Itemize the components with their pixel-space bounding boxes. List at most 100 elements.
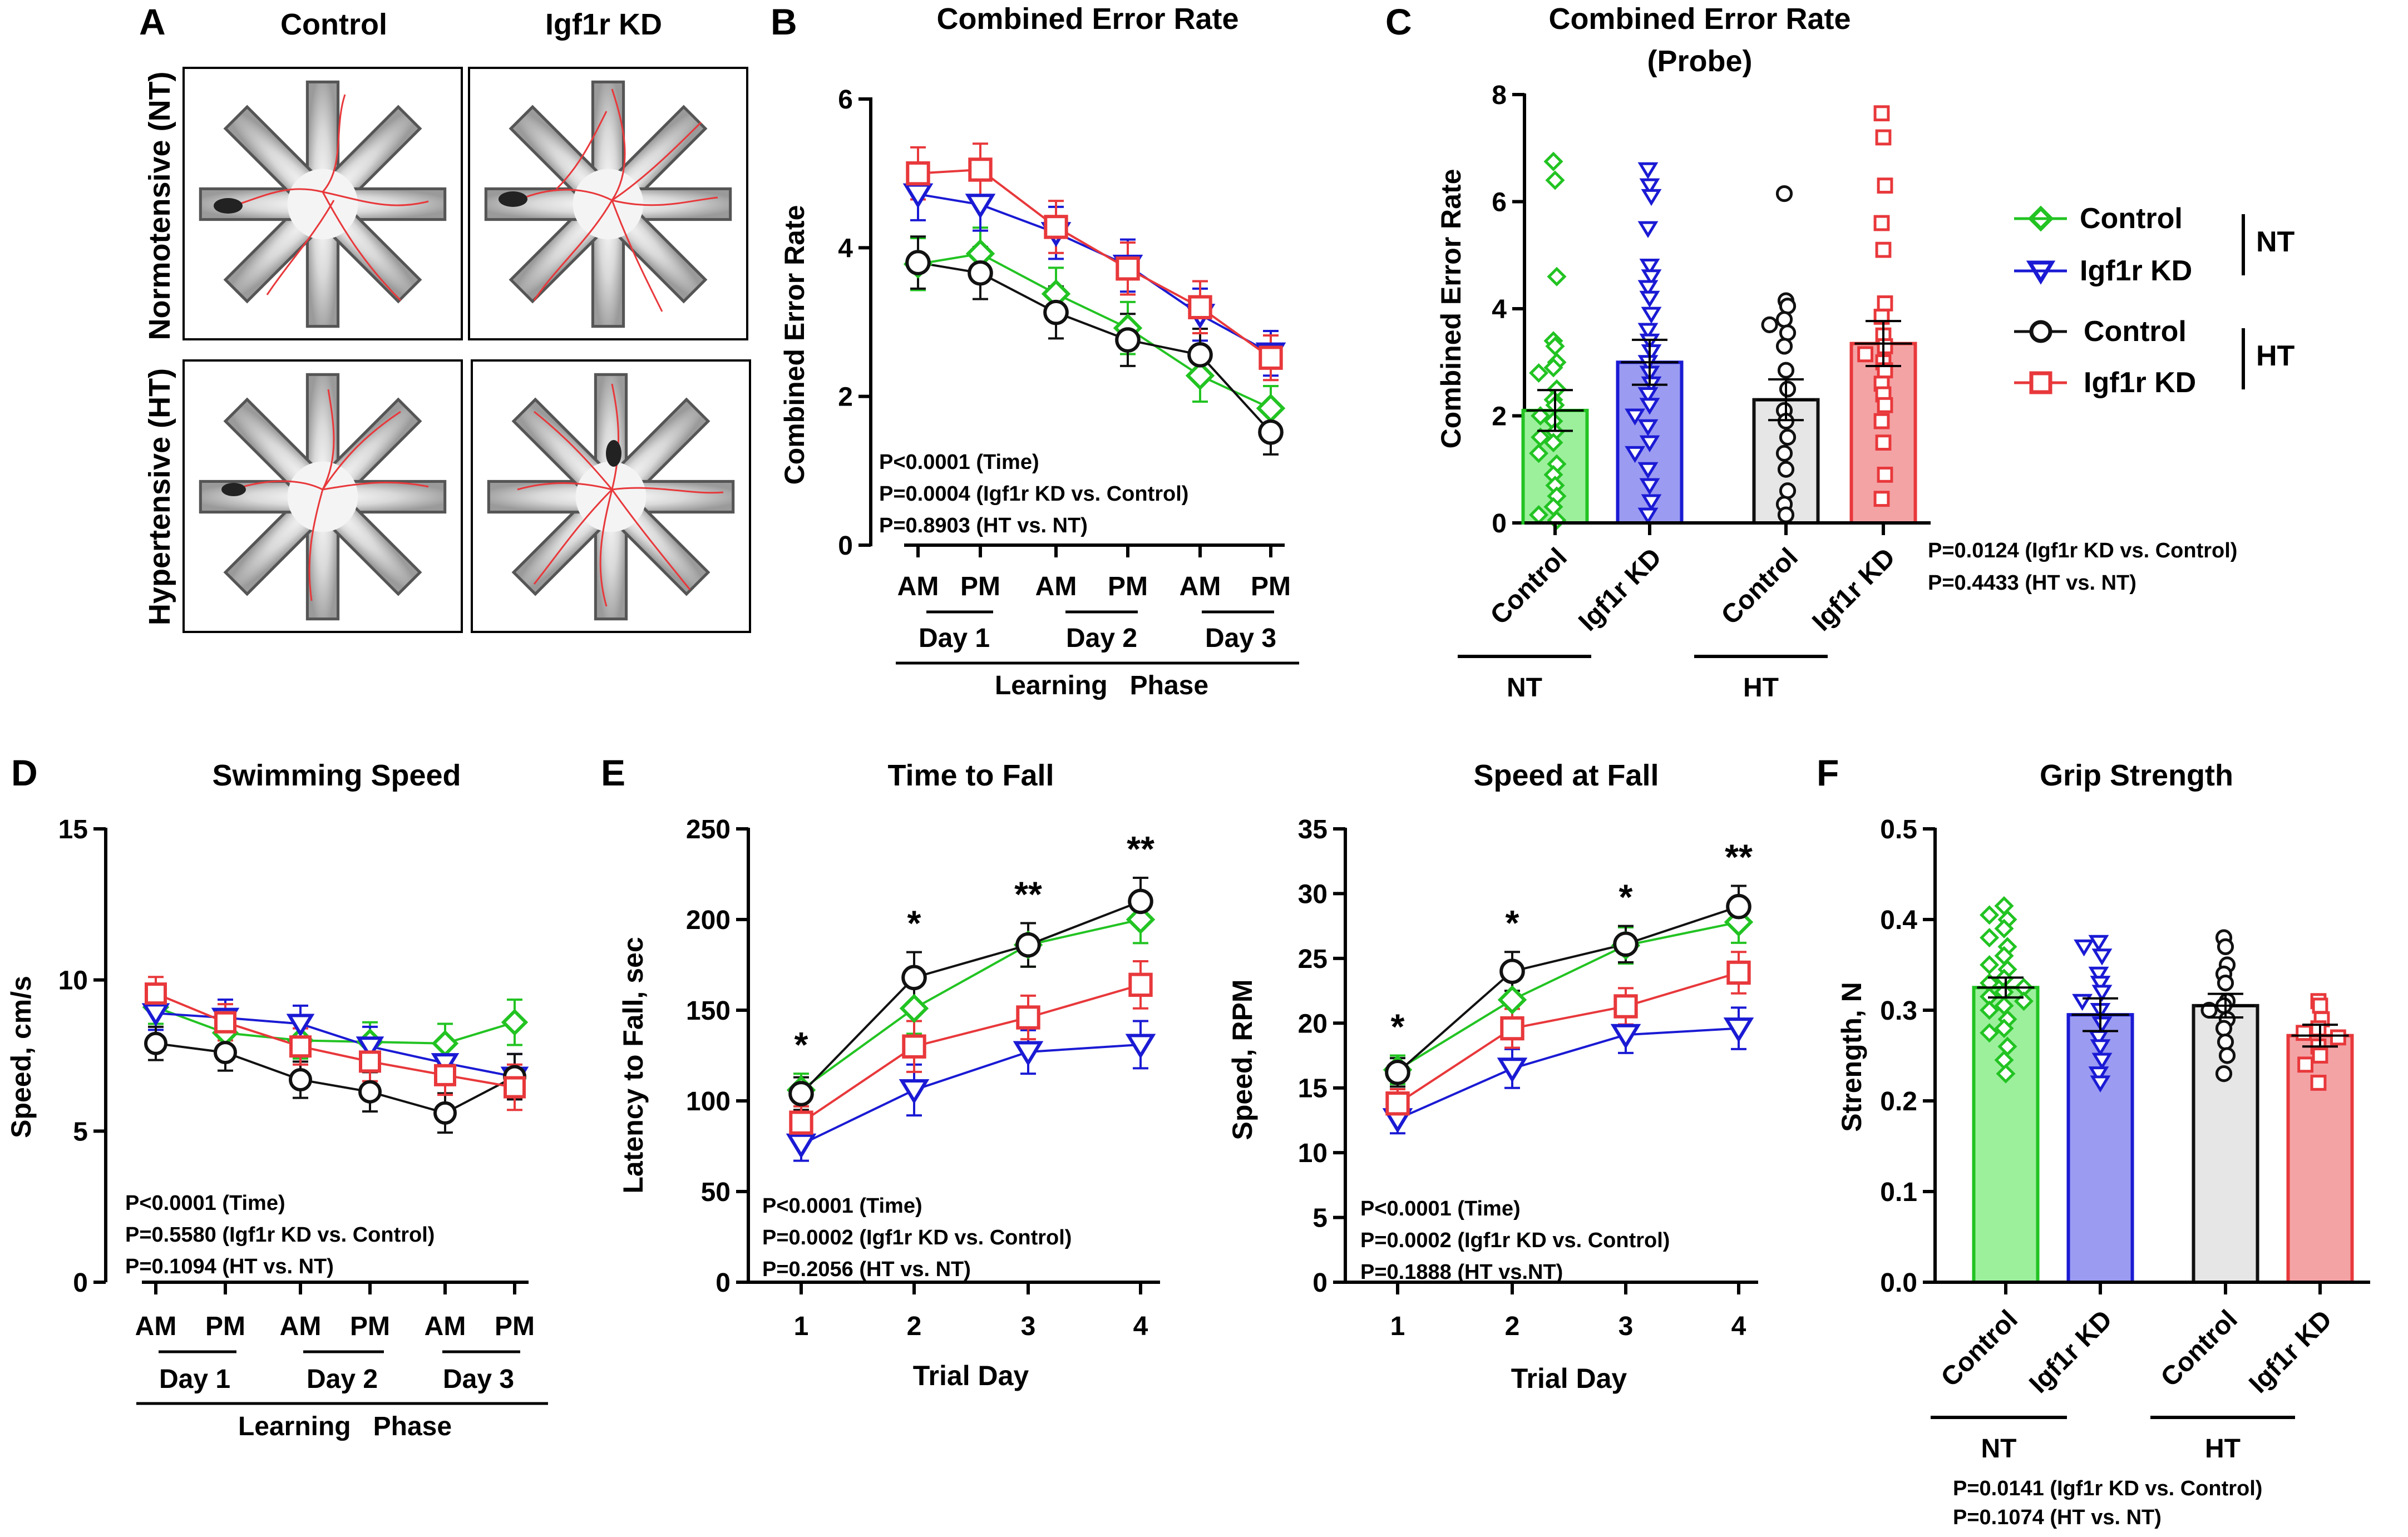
y-tick-label: 8 <box>1492 81 1507 110</box>
x-category-label: Control <box>1485 542 1573 630</box>
y-tick-label: 2 <box>1492 402 1507 432</box>
data-point-control-ht <box>2215 1020 2233 1037</box>
data-point-igf1r-ht <box>2330 1029 2346 1046</box>
data-point-igf1r-ht <box>2312 1047 2328 1064</box>
y-tick-label: 35 <box>1298 815 1328 844</box>
point-control-ht <box>1726 893 1751 920</box>
significance-marker: ** <box>1014 874 1042 915</box>
significance-marker: * <box>795 1025 808 1065</box>
data-point-igf1r-nt <box>2090 1039 2111 1056</box>
x-tick-label: AM <box>897 572 939 601</box>
point-igf1r-nt <box>431 1053 460 1076</box>
data-point-igf1r-ht <box>1873 215 1890 231</box>
data-point-igf1r-nt <box>1637 419 1659 437</box>
point-igf1r-nt <box>286 1014 315 1037</box>
stat-line: P=0.0002 (Igf1r KD vs. Control) <box>1360 1229 1670 1252</box>
series-line-control-nt <box>800 918 1141 1091</box>
chart-e2-xlabel: Trial Day <box>1511 1363 1627 1394</box>
day-label: Day 1 <box>919 624 990 653</box>
y-tick-label: 0.5 <box>1880 815 1917 844</box>
series-line-igf1r-ht <box>1397 971 1739 1105</box>
point-igf1r-nt <box>141 1003 170 1027</box>
data-point-igf1r-nt <box>2072 994 2093 1011</box>
stat-line: P=0.2056 (HT vs. NT) <box>762 1258 971 1281</box>
legend: Control Igf1r KD Control Igf1r KD NT HT <box>2014 202 2295 399</box>
data-point-igf1r-ht <box>1873 413 1890 429</box>
point-control-ht <box>358 1080 382 1104</box>
significance-marker: * <box>1506 903 1519 943</box>
data-point-control-ht <box>2218 1047 2236 1064</box>
data-point-igf1r-nt <box>2088 1066 2109 1084</box>
y-tick-label: 150 <box>686 996 731 1026</box>
panel-a-col-label-igf1r: Igf1r KD <box>545 8 662 41</box>
x-tick-label: AM <box>280 1312 322 1341</box>
data-point-igf1r-ht <box>2296 1025 2312 1041</box>
data-point-control-nt <box>1531 427 1551 447</box>
y-tick-label: 200 <box>686 906 731 935</box>
stat-line: P=0.4433 (HT vs. NT) <box>1928 571 2136 595</box>
chart-e2-ylabel: Speed, RPM <box>1227 980 1258 1140</box>
panel-letter-c: C <box>1385 1 1412 42</box>
x-category-label: Igf1r KD <box>1573 542 1667 636</box>
panel-letter-f: F <box>1817 752 1839 793</box>
stat-line: P<0.0001 (Time) <box>1360 1197 1521 1220</box>
series-line-control-ht <box>155 1042 515 1114</box>
legend-label-control-nt: Control <box>2080 202 2183 235</box>
data-point-control-nt <box>1994 896 2014 916</box>
point-igf1r-nt <box>965 194 996 219</box>
y-tick-label: 0 <box>1312 1268 1328 1298</box>
y-tick-label: 0 <box>716 1268 731 1298</box>
point-control-ht <box>901 965 927 991</box>
panel-letter-e: E <box>601 752 625 793</box>
legend-entry-control-ht: Control <box>2014 315 2187 348</box>
point-igf1r-nt <box>1125 1034 1156 1059</box>
data-point-control-nt <box>1529 443 1549 463</box>
chart-e2-title: Speed at Fall <box>1473 759 1659 792</box>
legend-entry-igf1r-nt: Igf1r KD <box>2014 255 2192 287</box>
data-point-igf1r-nt <box>1641 189 1662 206</box>
point-control-nt <box>501 1009 529 1036</box>
panel-a-row-label-ht: Hypertensive (HT) <box>143 368 176 625</box>
point-control-ht <box>1385 1059 1410 1085</box>
data-point-igf1r-nt <box>1637 323 1659 340</box>
panel-a: A Control Igf1r KD Normotensive (NT) Hyp… <box>139 1 751 633</box>
chart-e1-ylabel: Latency to Fall, sec <box>618 937 649 1193</box>
phase-label: Learning Phase <box>238 1412 452 1441</box>
y-tick-label: 0.3 <box>1880 996 1917 1026</box>
data-point-igf1r-nt <box>1641 344 1662 362</box>
data-point-igf1r-ht <box>1857 346 1873 363</box>
panel-e: E Time to Fall Latency to Fall, sec Tria… <box>601 752 1160 1391</box>
x-tick-label: 1 <box>1390 1312 1405 1341</box>
data-point-control-nt <box>1545 336 1565 356</box>
data-point-control-ht <box>1779 298 1797 315</box>
data-point-control-nt <box>1531 406 1551 426</box>
point-igf1r-ht <box>504 1076 526 1099</box>
phase-label: Learning Phase <box>995 671 1208 700</box>
x-tick-label: PM <box>1108 572 1148 601</box>
x-tick-label: PM <box>1251 572 1291 601</box>
data-point-igf1r-ht <box>1877 338 1893 354</box>
data-point-control-ht <box>1777 506 1795 523</box>
point-igf1r-ht <box>1044 215 1068 239</box>
data-point-control-ht <box>1779 380 1797 398</box>
data-point-igf1r-ht <box>2310 1075 2327 1091</box>
y-tick-label: 15 <box>1298 1074 1328 1104</box>
y-tick-label: 0.2 <box>1880 1087 1917 1116</box>
data-point-igf1r-nt <box>1637 462 1659 480</box>
x-tick-label: 3 <box>1619 1312 1634 1341</box>
point-control-ht <box>1115 327 1141 353</box>
y-tick-label: 5 <box>73 1117 88 1146</box>
chart-d-ylabel: Speed, cm/s <box>6 976 37 1138</box>
chart-e1-xlabel: Trial Day <box>913 1360 1029 1391</box>
panel-f: F Grip Strength Strength, N 0.0 0.1 0.2 0.3… <box>1817 752 2370 1529</box>
point-control-nt <box>1256 393 1286 423</box>
data-point-igf1r-nt <box>1639 435 1660 453</box>
data-point-igf1r-nt <box>2088 935 2109 952</box>
x-category-label: Igf1r KD <box>2243 1304 2337 1398</box>
significance-marker: * <box>1391 1007 1405 1047</box>
point-igf1r-ht <box>1116 256 1140 281</box>
legend-label-igf1r-nt: Igf1r KD <box>2080 255 2192 287</box>
point-control-nt <box>1497 985 1527 1015</box>
legend-label-control-ht: Control <box>2084 315 2187 348</box>
x-category-label: Control <box>1936 1304 2024 1392</box>
